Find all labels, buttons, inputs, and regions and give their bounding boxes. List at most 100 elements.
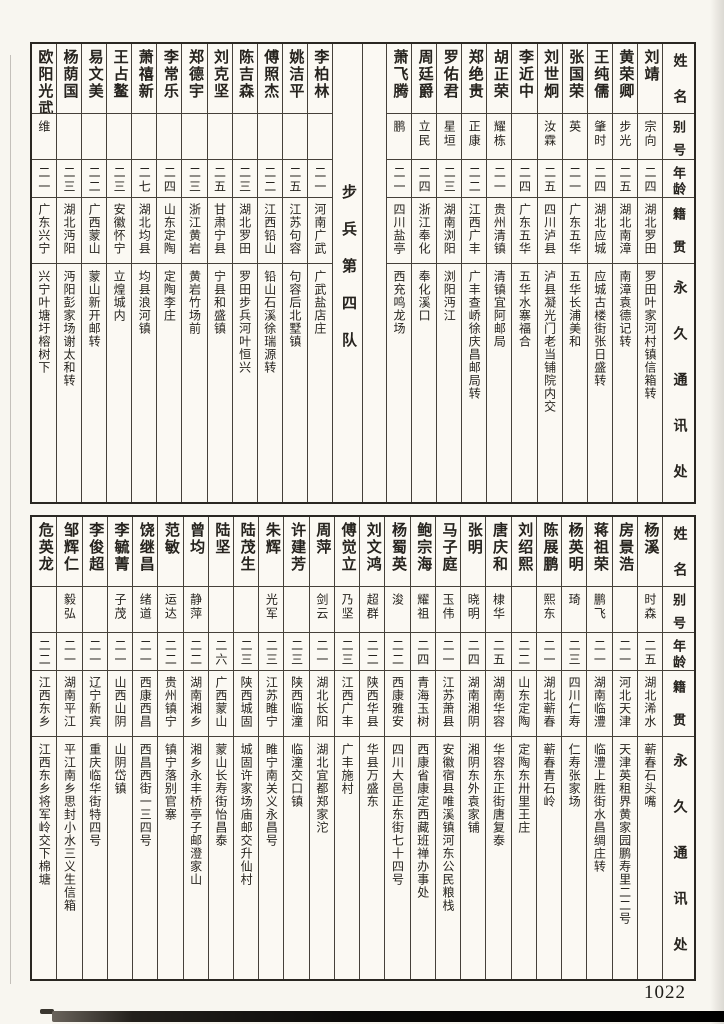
name-cell: 傅照杰 — [257, 44, 282, 114]
origin-cell: 湖南华容 — [486, 671, 511, 737]
alias-cell-text: 熙东 — [541, 593, 556, 621]
person-column: 朱辉 光军 二三 江苏睢宁 睢宁南关义永昌号 — [259, 517, 285, 979]
age-cell: 二三 — [259, 633, 284, 671]
address-cell-text: 应城古楼街张日盛转 — [592, 270, 607, 387]
address-cell-text: 铅山石溪徐瑞源转 — [262, 270, 277, 374]
age-cell: 二二 — [511, 633, 536, 671]
person-column: 郑绝贵 正康 二二 江西广丰 广丰查峤徐庆昌邮局转 — [462, 44, 488, 502]
name-cell-text: 张明 — [465, 522, 482, 556]
person-column: 刘克坚 二五 甘肃宁县 宁县和盛镇 — [207, 44, 233, 502]
name-cell: 杨蜀英 — [385, 517, 410, 587]
origin-cell-text: 江苏萧县 — [441, 676, 455, 728]
alias-cell-text: 棣华 — [491, 593, 506, 621]
alias-cell — [284, 587, 309, 633]
name-cell: 范敏 — [158, 517, 183, 587]
unit-divider-column: 步兵第四队 — [333, 44, 363, 502]
person-column: 张明 晓明 二四 湖南湘阴 湘阴东外袁家铺 — [461, 517, 487, 979]
address-cell: 罗田步兵河叶恒兴 — [233, 264, 257, 502]
address-cell-text: 湘阴东外袁家铺 — [466, 743, 481, 834]
alias-cell-text: 耀祖 — [415, 593, 430, 621]
address-cell-text: 西昌西街一三四号 — [138, 743, 153, 847]
name-cell: 萧禧新 — [132, 44, 157, 114]
alias-cell: 英 — [562, 114, 587, 160]
header-age: 年龄 — [663, 160, 694, 198]
origin-cell-text: 湖南临澧 — [592, 676, 607, 728]
unit-label-text: 步兵第四队 — [339, 184, 356, 369]
origin-cell-text: 陕西城固 — [239, 676, 254, 728]
age-cell: 二一 — [107, 633, 133, 671]
person-column: 傅照杰 二二 江西铅山 铅山石溪徐瑞源转 — [257, 44, 283, 502]
address-cell: 立煌城内 — [107, 264, 131, 502]
origin-cell-text: 辽宁新宾 — [87, 676, 102, 728]
name-cell: 刘绍熙 — [511, 517, 536, 587]
address-cell-text: 临澧上胜街水昌绸庄转 — [592, 743, 607, 873]
name-cell: 萧飞腾 — [386, 44, 412, 114]
age-cell-text: 二三 — [239, 639, 254, 667]
age-cell-text: 二四 — [592, 166, 607, 194]
alias-cell-text: 玉伟 — [441, 593, 455, 621]
age-cell-text: 二四 — [162, 166, 177, 194]
address-cell: 奉化溪口 — [412, 264, 436, 502]
origin-cell: 四川盐亭 — [386, 198, 412, 264]
name-cell-text: 胡正荣 — [491, 49, 508, 100]
origin-cell-text: 山东定陶 — [162, 203, 177, 255]
name-cell: 许建芳 — [284, 517, 309, 587]
alias-cell — [32, 587, 57, 633]
page-number: 1022 — [644, 982, 686, 1003]
name-cell: 刘靖 — [637, 44, 662, 114]
age-cell-text: 二一 — [112, 639, 127, 667]
origin-cell-text: 西康西昌 — [138, 676, 153, 728]
age-cell: 二三 — [232, 160, 257, 198]
person-column: 黄荣卿 步光 二五 湖北南漳 南漳袁德记转 — [612, 44, 638, 502]
alias-cell — [207, 114, 232, 160]
origin-cell: 贵州镇宁 — [158, 671, 183, 737]
address-cell-text: 仁寿张家场 — [567, 743, 582, 808]
address-cell-text: 安徽宿县唯溪镇河东公民粮栈 — [441, 743, 455, 912]
name-cell-text: 陈展鹏 — [541, 522, 558, 573]
alias-cell: 玉伟 — [435, 587, 461, 633]
origin-cell-text: 湖北蕲春 — [541, 676, 556, 728]
name-cell-text: 刘靖 — [642, 49, 659, 83]
alias-cell-text: 立民 — [417, 120, 432, 148]
alias-cell: 时森 — [637, 587, 662, 633]
name-cell-text: 李常乐 — [161, 49, 178, 100]
address-cell-text: 浏阳沔江 — [442, 270, 457, 322]
age-cell: 二四 — [410, 633, 435, 671]
origin-cell: 四川仁寿 — [562, 671, 587, 737]
age-cell-text: 二三 — [289, 639, 304, 667]
name-cell-text: 范敏 — [162, 522, 179, 556]
alias-cell — [282, 114, 307, 160]
person-column: 蒋祖荣 鹏飞 二一 湖南临澧 临澧上胜街水昌绸庄转 — [587, 517, 613, 979]
origin-cell-text: 甘肃宁县 — [212, 203, 227, 255]
address-cell: 镇宁落别官寨 — [158, 737, 182, 979]
address-cell-text: 湖北宜都郑家沱 — [314, 743, 329, 834]
origin-cell: 湖北南漳 — [612, 198, 637, 264]
person-column: 王纯儒 肇时 二四 湖北应城 应城古楼街张日盛转 — [587, 44, 613, 502]
age-cell-text: 二三 — [187, 166, 202, 194]
name-cell: 陆茂生 — [234, 517, 259, 587]
address-cell-text: 睢宁南关义永昌号 — [264, 743, 279, 847]
address-cell: 均县浪河镇 — [132, 264, 156, 502]
name-cell: 王占鳌 — [107, 44, 132, 114]
alias-cell-text: 英 — [567, 120, 582, 134]
age-cell: 二五 — [637, 633, 662, 671]
name-cell: 房景浩 — [612, 517, 637, 587]
alias-cell — [182, 114, 207, 160]
alias-cell: 棣华 — [486, 587, 511, 633]
age-cell-text: 二三 — [237, 166, 252, 194]
name-cell-text: 蒋祖荣 — [591, 522, 608, 573]
alias-cell: 耀栋 — [487, 114, 512, 160]
address-cell: 黄岩竹场前 — [182, 264, 206, 502]
address-cell: 罗田叶家河村镇信箱转 — [638, 264, 662, 502]
origin-cell-text: 江西广丰 — [340, 676, 355, 728]
age-cell: 二一 — [536, 633, 562, 671]
age-cell: 二五 — [486, 633, 511, 671]
name-cell: 李近中 — [512, 44, 537, 114]
address-cell-text: 蕲春青石岭 — [541, 743, 556, 808]
age-cell: 二三 — [284, 633, 309, 671]
origin-cell-text: 江西东乡 — [37, 676, 52, 728]
age-cell-text: 二三 — [264, 639, 279, 667]
header-origin-text: 籍贯 — [671, 207, 686, 264]
address-cell-text: 奉化溪口 — [417, 270, 432, 322]
person-column: 王占鳌 二三 安徽怀宁 立煌城内 — [107, 44, 133, 502]
